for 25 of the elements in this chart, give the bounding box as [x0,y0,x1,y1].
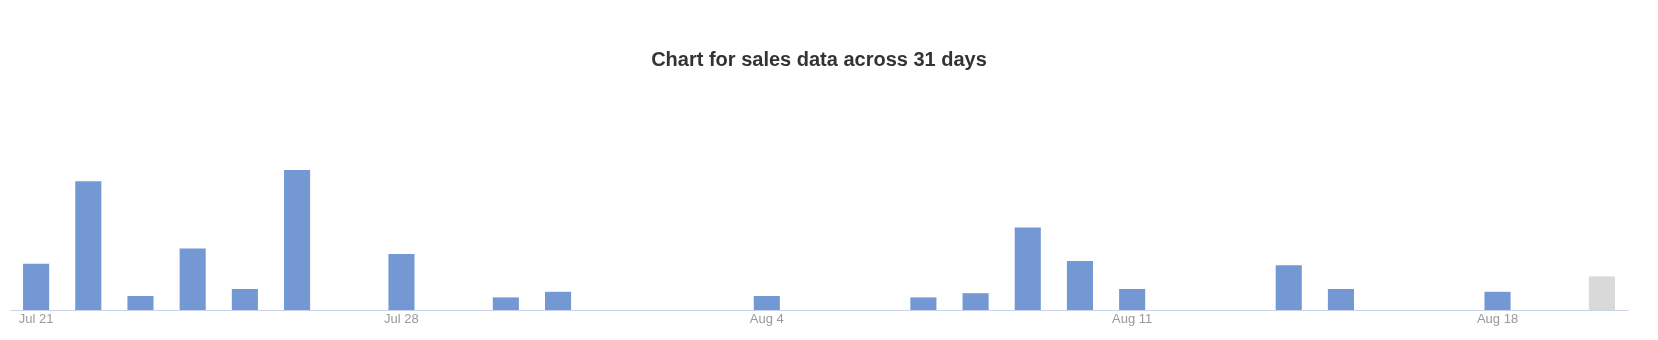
x-tick-label: Jul 21 [18,310,54,326]
bar [127,296,154,310]
bar [1119,289,1146,310]
bar [1327,289,1354,310]
bar [962,293,989,310]
bar [75,181,102,310]
x-tick-label: Jul 28 [384,310,419,326]
bar [753,296,780,310]
bar [492,297,519,310]
bar [231,289,258,310]
bar [1275,265,1302,310]
bar [388,254,415,310]
bar [179,248,206,310]
bar [284,170,311,310]
chart-title: Chart for sales data across 31 days [651,48,987,70]
bar [1588,276,1615,310]
bar [544,291,572,310]
bar [1014,227,1041,310]
x-tick-label: Aug 4 [749,310,784,326]
x-tick-label: Aug 18 [1476,310,1519,326]
bar [23,263,50,310]
x-tick-label: Aug 11 [1112,310,1153,326]
bar [1066,261,1094,310]
bar [910,297,937,310]
bar [1484,291,1511,310]
